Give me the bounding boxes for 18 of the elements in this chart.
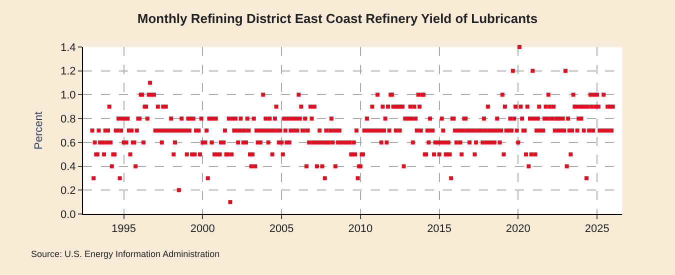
y-axis-title: Percent xyxy=(33,112,46,150)
x-tick-label: 2005 xyxy=(269,223,294,236)
chart-title: Monthly Refining District East Coast Refinery Yield of Lubricants xyxy=(137,10,538,26)
y-tick-label: 1.0 xyxy=(60,90,76,102)
y-tick-label: 0.4 xyxy=(60,161,76,174)
x-tick-label: 2010 xyxy=(348,223,373,236)
y-tick-label: 0.6 xyxy=(60,137,76,150)
x-tick-label: 1995 xyxy=(112,223,136,236)
y-tick-label: 0.8 xyxy=(60,113,76,126)
y-tick-label: 0.2 xyxy=(60,184,76,197)
x-tick-label: 2015 xyxy=(427,223,452,236)
y-tick-label: 1.4 xyxy=(60,42,76,54)
x-tick-label: 2000 xyxy=(190,223,215,236)
y-tick-label: 0.0 xyxy=(60,208,76,221)
x-tick-label: 2020 xyxy=(506,223,530,236)
source-note: Source: U.S. Energy Information Administration xyxy=(31,249,220,259)
y-tick-label: 1.2 xyxy=(60,66,76,78)
x-tick-label: 2025 xyxy=(584,223,610,236)
